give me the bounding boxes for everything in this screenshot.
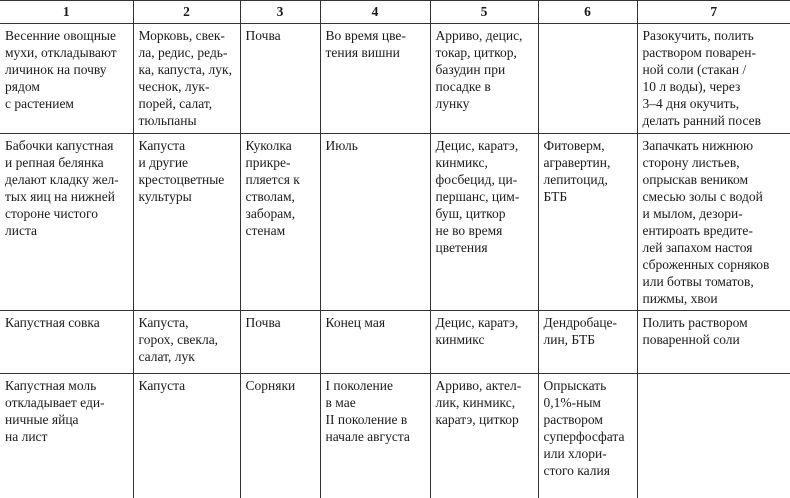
table-cell-col-3: Почва	[239, 23, 320, 134]
table-cell-col-4: Июль	[319, 133, 430, 311]
table-cell-col-5: Арриво, актел- лик, кинмикс, каратэ, цит…	[429, 373, 538, 498]
table-cell-col-6	[537, 23, 637, 134]
table-row: Бабочки капустная и репная белянка делаю…	[0, 133, 790, 311]
table-cell-col-6: Опрыскать 0,1%-ным раствором суперфосфат…	[537, 373, 637, 498]
table-cell-col-1: Бабочки капустная и репная белянка делаю…	[0, 133, 133, 311]
table-cell-col-4: Конец мая	[319, 310, 430, 374]
column-header-7: 7	[636, 0, 790, 24]
table-cell-col-7: Разокучить, полить раствором поварен- но…	[636, 23, 790, 134]
table-row: Капустная моль откладывает еди- ничные я…	[0, 373, 790, 498]
table-cell-col-1: Капустная совка	[0, 310, 133, 374]
table-cell-col-7: Полить раствором поваренной соли	[636, 310, 790, 374]
table-cell-col-7	[636, 373, 790, 498]
table-cell-col-3: Почва	[239, 310, 320, 374]
table-cell-col-4: I поколение в мае II поколение в начале …	[319, 373, 430, 498]
table-cell-col-2: Капуста и другие крестоцветные культуры	[132, 133, 240, 311]
column-header-2: 2	[132, 0, 240, 24]
table-row: Весенние овощные мухи, откладывают личин…	[0, 23, 790, 134]
table-cell-col-3: Сорняки	[239, 373, 320, 498]
column-header-5: 5	[429, 0, 538, 24]
column-header-3: 3	[239, 0, 320, 24]
column-header-1: 1	[0, 0, 133, 24]
column-header-6: 6	[537, 0, 637, 24]
table-cell-col-1: Капустная моль откладывает еди- ничные я…	[5, 378, 105, 444]
table-cell-col-2: Морковь, свек- ла, редис, редь- ка, капу…	[132, 23, 240, 134]
table-cell-col-1: Весенние овощные мухи, откладывают личин…	[0, 23, 133, 134]
column-header-4: 4	[319, 0, 430, 24]
table-cell-col-5: Децис, каратэ, кинмикс	[429, 310, 538, 374]
table-cell-col-5: Арриво, децис, токар, циткор, базудин пр…	[429, 23, 538, 134]
table-cell-col-6: Фитоверм, агравертин, лепитоцид, БТБ	[537, 133, 637, 311]
table-cell-col-6: Дендробаце- лин, БТБ	[537, 310, 637, 374]
table-row: Капустная совка Капуста, горох, свекла, с…	[0, 310, 790, 374]
table-cell-col-2: Капуста	[132, 373, 240, 498]
table-cell-col-7: Запачкать нижнюю сторону листьев, опрыск…	[636, 133, 790, 311]
table-cell-col-2: Капуста, горох, свекла, салат, лук	[132, 310, 240, 374]
table-cell-col-4: Во время цве- тения вишни	[319, 23, 430, 134]
table-cell-col-5: Децис, каратэ, кинмикс, фосбецид, ци- пе…	[429, 133, 538, 311]
table-cell-col-3: Куколка прикре- пляется к стволам, забор…	[239, 133, 320, 311]
